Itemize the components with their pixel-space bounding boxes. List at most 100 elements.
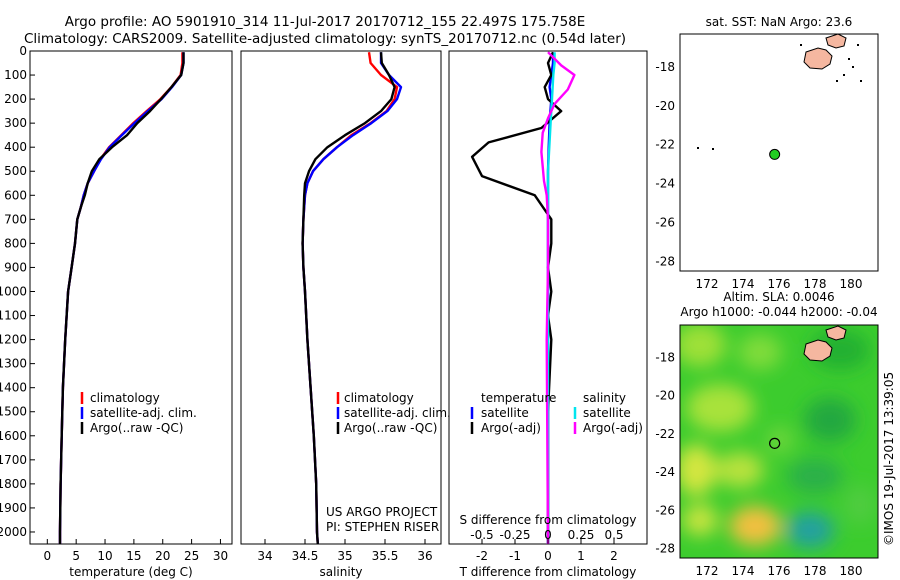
legend-t-satellite-label: satellite <box>481 406 529 420</box>
s-difference-tick-label: -0.25 <box>499 528 530 542</box>
difference-lines <box>470 51 576 544</box>
legend-climatology-label: climatology <box>344 391 414 405</box>
depth-tick-label: 1800 <box>0 477 27 491</box>
legend-temperature-heading: temperature <box>481 391 556 405</box>
imos-credit: ©IMOS 19-Jul-2017 13:39:05 <box>882 372 896 546</box>
temperature-legend: climatology satellite-adj. clim. Argo(..… <box>80 391 197 435</box>
s-difference-axis-label: S difference from climatology <box>460 513 637 527</box>
gT-series-2 <box>58 52 185 544</box>
difference-legend: temperature satellite Argo(-adj) salinit… <box>470 391 643 435</box>
salinity-tick-label: 35.5 <box>372 549 399 563</box>
temperature-tick-label: 15 <box>126 549 141 563</box>
gS-series-0 <box>301 52 399 544</box>
sst-map-lon-tick-label: 174 <box>732 277 755 291</box>
sst-map-lat-tick-label: -24 <box>655 177 675 191</box>
depth-tick-label: 1200 <box>0 333 27 347</box>
salinity-legend: climatology satellite-adj. clim. Argo(..… <box>336 391 451 435</box>
pi-annotation: PI: STEPHEN RISER <box>326 520 439 534</box>
sla-map-lon-tick-label: 178 <box>804 564 827 578</box>
sla-heatmap <box>680 325 878 558</box>
legend-satellite-label: satellite-adj. clim. <box>344 406 451 420</box>
sla-map-frame <box>679 324 879 559</box>
depth-tick-label: 0 <box>19 44 27 58</box>
sst-map-lon-tick-label: 176 <box>768 277 791 291</box>
legend-salinity-heading: salinity <box>583 391 626 405</box>
legend-satellite-label: satellite-adj. clim. <box>90 406 197 420</box>
depth-tick-label: 1700 <box>0 453 27 467</box>
depth-tick-label: 700 <box>4 212 27 226</box>
sla-map-lat-tick-label: -20 <box>655 389 675 403</box>
sst-map-land <box>697 34 862 150</box>
s-difference-tick-label: 0 <box>544 528 552 542</box>
fiji-north-island <box>825 34 847 49</box>
temperature-lines <box>58 52 185 544</box>
argo-position-marker-sla <box>769 437 781 449</box>
s-difference-tick-label: -0.5 <box>470 528 493 542</box>
sla-map-lat-tick-label: -18 <box>655 350 675 364</box>
temperature-tick-label: 5 <box>72 549 80 563</box>
gT-series-1 <box>58 52 185 544</box>
sla-map-lon-tick-label: 176 <box>768 564 791 578</box>
fiji-island <box>803 47 833 70</box>
legend-t-argo-label: Argo(-adj) <box>481 421 541 435</box>
temperature-tick-label: 25 <box>184 549 199 563</box>
t-difference-tick-label: 0 <box>544 549 552 563</box>
sst-map-title: sat. SST: NaN Argo: 23.6 <box>706 15 853 29</box>
salinity-tick-label: 34.5 <box>292 549 319 563</box>
sla-map-title-line-2: Argo h1000: -0.044 h2000: -0.04 <box>680 305 877 319</box>
sla-map-lat-tick-label: -28 <box>655 541 675 555</box>
gS-series-1 <box>301 52 403 544</box>
sst-map-lat-tick-label: -28 <box>655 254 675 268</box>
gT-series-0 <box>58 52 184 544</box>
legend-argo-label: Argo(..raw -QC) <box>344 421 437 435</box>
figure-title-line-1: Argo profile: AO 5901910_314 11-Jul-2017… <box>64 14 586 30</box>
salinity-panel-frame <box>240 50 442 545</box>
depth-tick-label: 200 <box>4 92 27 106</box>
sst-map-lon-tick-label: 178 <box>804 277 827 291</box>
t-difference-tick-label: -1 <box>509 549 521 563</box>
salinity-axis-label: salinity <box>319 565 362 579</box>
depth-tick-label: 800 <box>4 236 27 250</box>
depth-tick-label: 400 <box>4 140 27 154</box>
sla-map-title-line-1: Altim. SLA: 0.0046 <box>723 290 834 304</box>
t-difference-tick-label: -2 <box>476 549 488 563</box>
legend-climatology-label: climatology <box>90 391 160 405</box>
depth-tick-label: 900 <box>4 260 27 274</box>
fiji-island <box>803 339 833 362</box>
sla-map-lon-tick-label: 174 <box>732 564 755 578</box>
depth-tick-label: 500 <box>4 164 27 178</box>
sst-map-lat-tick-label: -22 <box>655 138 675 152</box>
gS-series-2 <box>301 52 396 544</box>
sla-map-lon-tick-label: 172 <box>696 564 719 578</box>
t-difference-axis-label: T difference from climatology <box>459 565 637 579</box>
axis-ticks: 0100200300400500600700800900100011001200… <box>0 44 862 578</box>
temperature-tick-label: 10 <box>97 549 112 563</box>
sst-map-lat-tick-label: -26 <box>655 215 675 229</box>
sst-map-lat-tick-label: -18 <box>655 60 675 74</box>
salinity-tick-label: 34 <box>257 549 272 563</box>
depth-tick-label: 1400 <box>0 381 27 395</box>
s-difference-tick-label: 0.5 <box>604 528 623 542</box>
depth-tick-label: 1900 <box>0 501 27 515</box>
sst-map-lon-tick-label: 172 <box>696 277 719 291</box>
temperature-tick-label: 20 <box>155 549 170 563</box>
fiji-north-island <box>825 325 847 341</box>
sla-map-lat-tick-label: -24 <box>655 465 675 479</box>
temperature-tick-label: 30 <box>213 549 228 563</box>
salinity-tick-label: 36 <box>417 549 432 563</box>
depth-tick-label: 100 <box>4 68 27 82</box>
depth-tick-label: 2000 <box>0 525 27 539</box>
figure-title-line-2: Climatology: CARS2009. Satellite-adjuste… <box>23 31 627 47</box>
depth-tick-label: 1000 <box>0 284 27 298</box>
temperature-panel-frame <box>29 50 233 545</box>
sla-map-lon-tick-label: 180 <box>840 564 863 578</box>
s-difference-tick-label: 0.25 <box>568 528 595 542</box>
argo-position-marker-sst <box>769 148 781 160</box>
depth-tick-label: 1300 <box>0 357 27 371</box>
depth-tick-label: 300 <box>4 116 27 130</box>
legend-s-argo-label: Argo(-adj) <box>583 421 643 435</box>
t-difference-tick-label: 1 <box>577 549 585 563</box>
sst-map-lat-tick-label: -20 <box>655 99 675 113</box>
